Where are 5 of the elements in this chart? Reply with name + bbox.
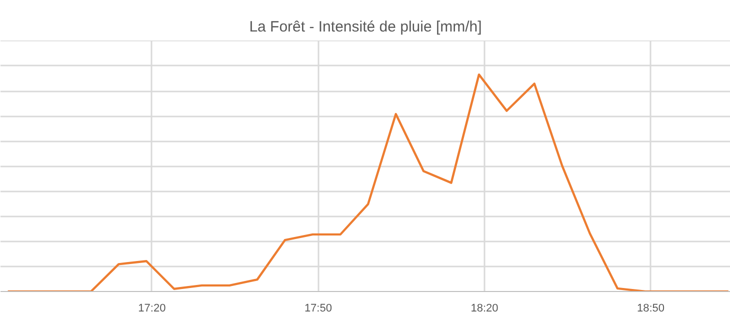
x-tick-label: 17:50	[304, 302, 332, 314]
x-tick-label: 18:20	[470, 302, 498, 314]
x-tick-label: 18:50	[637, 302, 665, 314]
x-tick-label: 17:20	[138, 302, 166, 314]
chart-title: La Forêt - Intensité de pluie [mm/h]	[249, 18, 482, 36]
